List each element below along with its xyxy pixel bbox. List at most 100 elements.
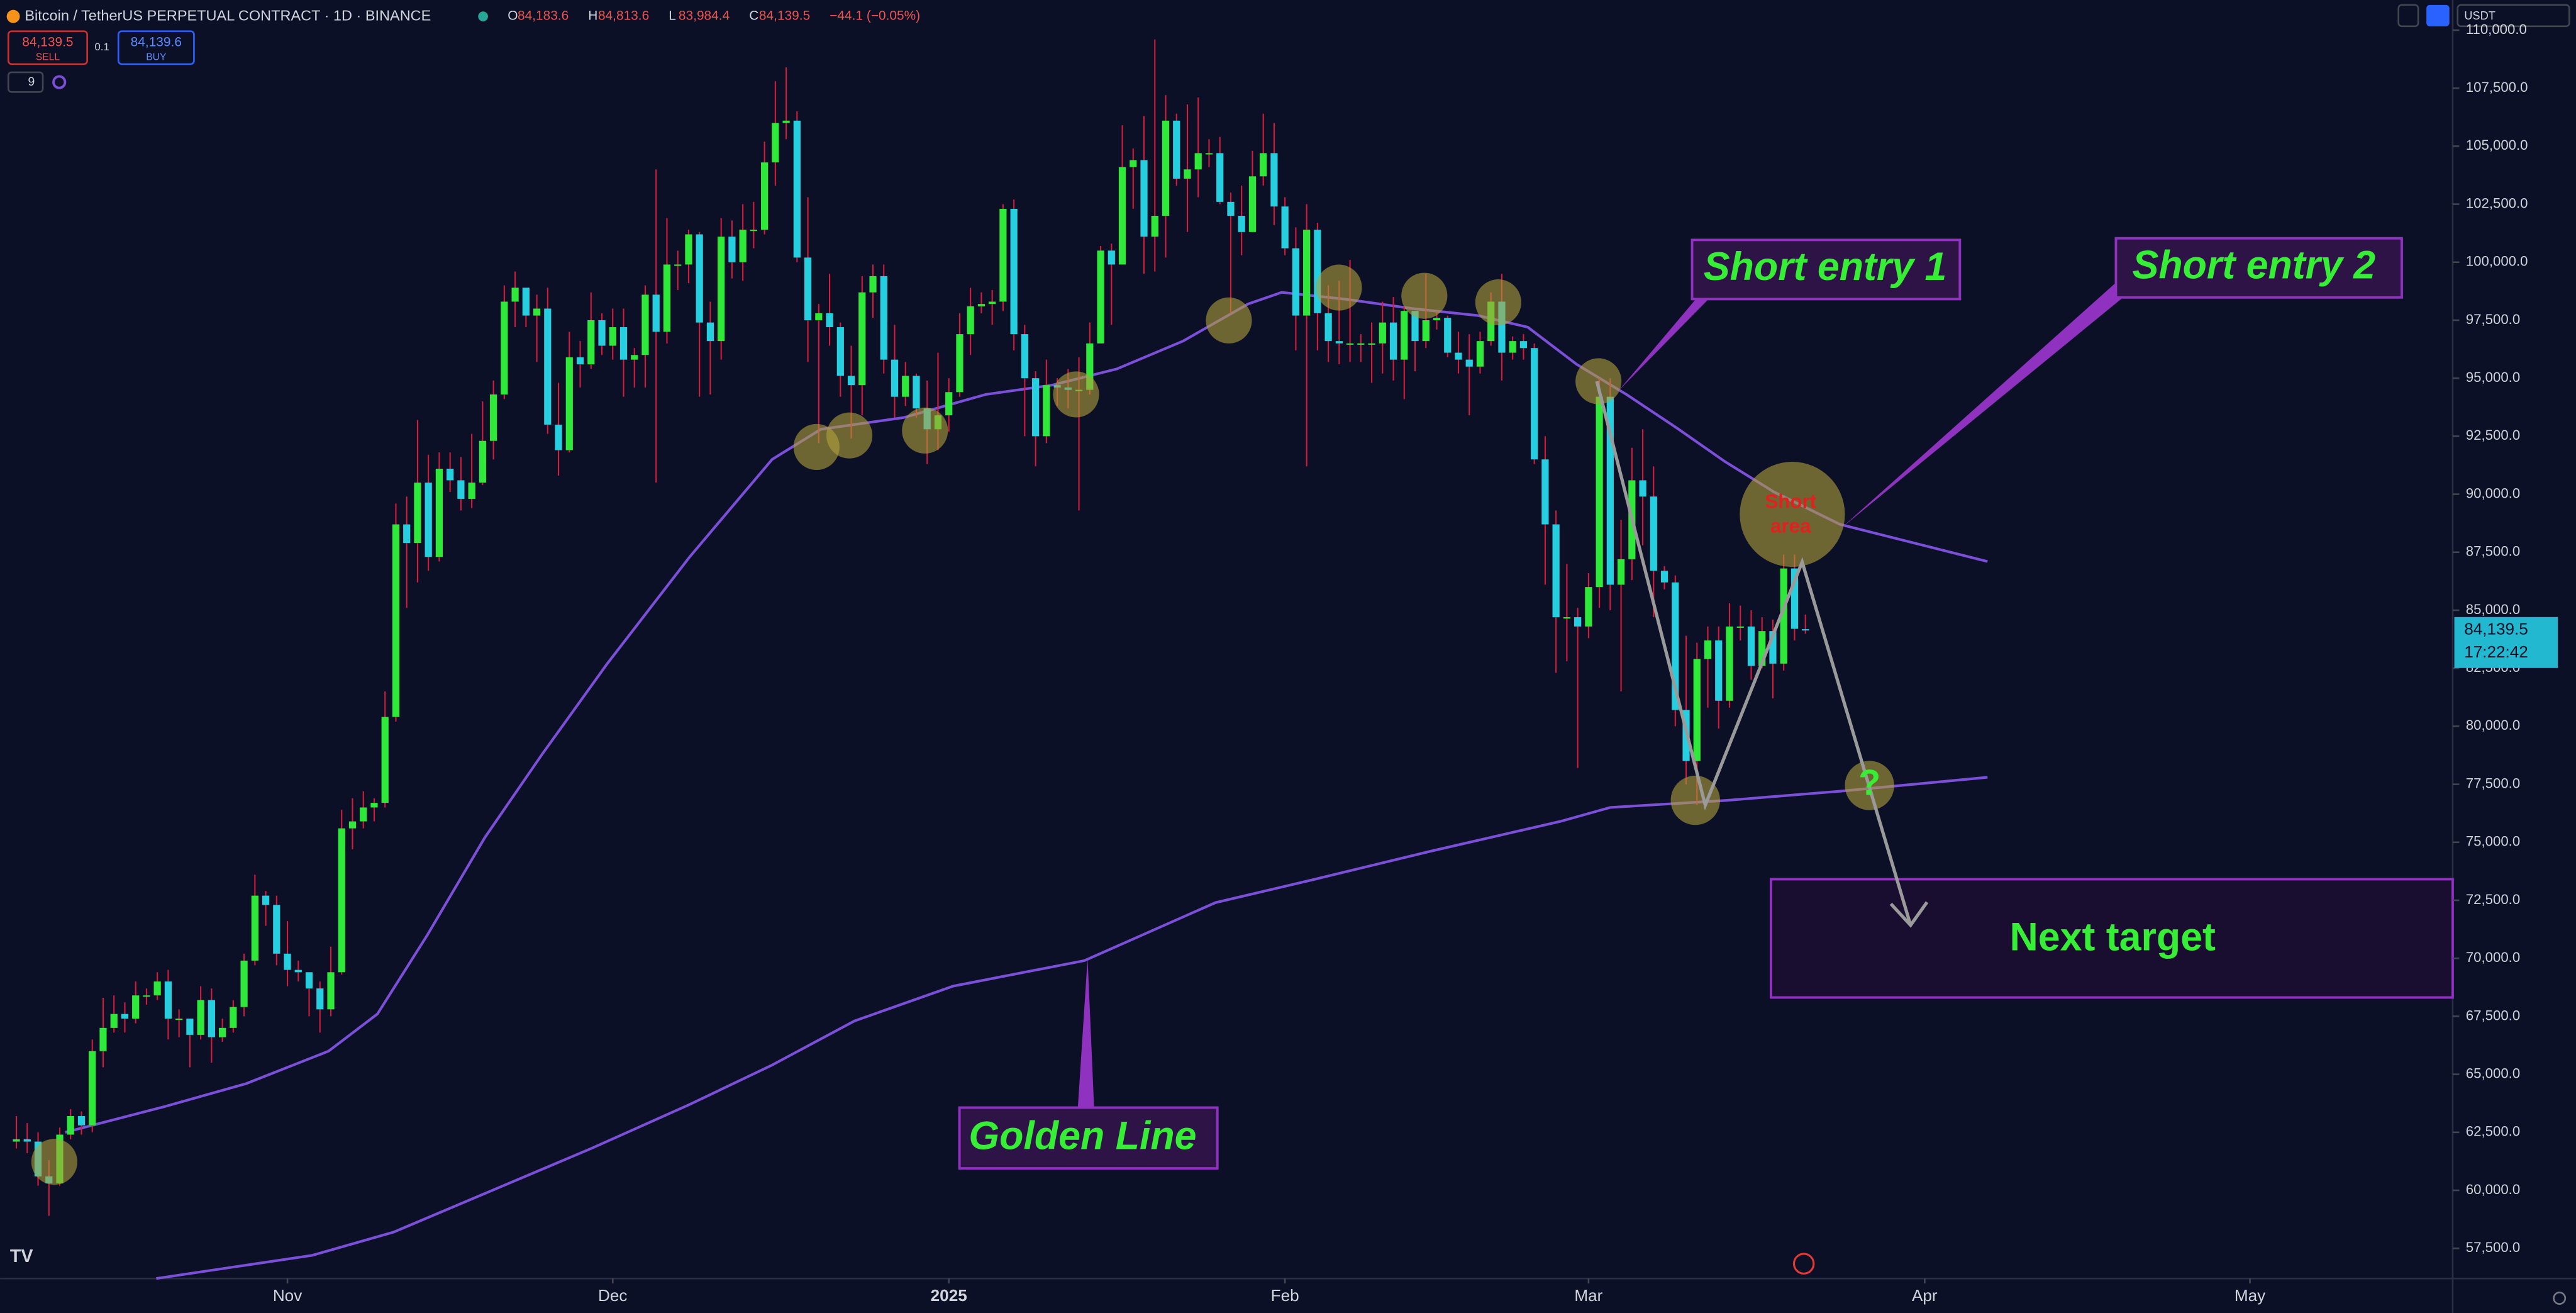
- candle-body: [392, 524, 400, 717]
- short-area-label: area: [1770, 515, 1811, 537]
- y-tick-label: 60,000.0: [2466, 1182, 2520, 1197]
- candle-body: [1032, 378, 1040, 437]
- candle-body: [1140, 160, 1148, 237]
- candle-body: [977, 304, 985, 306]
- x-tick-label: Apr: [1912, 1286, 1938, 1305]
- candle-body: [1747, 626, 1755, 666]
- download-button[interactable]: [2397, 4, 2419, 28]
- question-mark: ?: [1858, 763, 1880, 803]
- candle-body: [67, 1115, 74, 1135]
- buy-price: 84,139.6: [131, 35, 182, 49]
- candle-body: [1552, 524, 1560, 618]
- candle-body: [598, 320, 606, 346]
- candle-body: [1509, 341, 1516, 353]
- candle-body: [1368, 343, 1375, 345]
- candle-body: [132, 995, 140, 1019]
- candle-body: [1357, 343, 1365, 345]
- toggle-button[interactable]: [2426, 4, 2450, 26]
- candle-body: [240, 960, 248, 1007]
- candle-body: [555, 424, 562, 450]
- x-tick-label: May: [2235, 1286, 2265, 1305]
- candle-body: [1715, 640, 1723, 701]
- candle-body: [609, 327, 616, 346]
- candle-body: [631, 355, 638, 360]
- symbol: Bitcoin / TetherUS PERPETUAL CONTRACT · …: [25, 7, 431, 23]
- symbol-icon: [6, 9, 20, 23]
- candle-body: [360, 807, 367, 822]
- ohlc-value: 84,139.5: [759, 9, 810, 23]
- candle-body: [1422, 320, 1430, 342]
- candle-body: [1346, 343, 1354, 345]
- candle-body: [1476, 341, 1484, 367]
- candle-body: [1433, 318, 1441, 320]
- candle-body: [479, 440, 486, 483]
- buy-button[interactable]: [117, 30, 195, 65]
- marker: [902, 407, 948, 454]
- candle-body: [793, 120, 801, 258]
- candle-body: [197, 1000, 204, 1035]
- candle-body: [1596, 396, 1603, 588]
- sell-button[interactable]: [7, 30, 88, 65]
- candle-body: [1303, 230, 1311, 316]
- candle-body: [1335, 341, 1343, 344]
- candle-body: [826, 313, 833, 328]
- candle-body: [13, 1139, 20, 1142]
- marker: [31, 1139, 77, 1185]
- candle-body: [1639, 480, 1646, 497]
- candle-body: [1118, 167, 1126, 265]
- candle-body: [1173, 120, 1180, 179]
- candle-body: [1108, 250, 1115, 265]
- candle-body: [1162, 120, 1170, 216]
- candle-body: [718, 237, 725, 342]
- candle-body: [110, 1014, 118, 1028]
- indicator-count: 9: [28, 75, 35, 89]
- candle-body: [1010, 208, 1018, 335]
- x-tick-label: Dec: [598, 1286, 627, 1305]
- candle-body: [761, 162, 769, 230]
- currency-select[interactable]: [2457, 4, 2570, 28]
- candle-body: [836, 327, 844, 376]
- candle-body: [284, 953, 291, 970]
- candle-body: [1585, 587, 1592, 627]
- candle-body: [1465, 359, 1473, 367]
- candle-body: [1324, 313, 1332, 342]
- indicator-toggle[interactable]: [7, 71, 44, 93]
- candle-body: [143, 995, 150, 997]
- ohlc-key: H: [588, 9, 597, 23]
- y-tick-label: 100,000.0: [2466, 254, 2528, 269]
- candle-body: [23, 1139, 31, 1142]
- candle-body: [316, 988, 324, 1010]
- candle-body: [674, 264, 682, 266]
- candle-body: [1531, 348, 1538, 460]
- candle-body: [1292, 248, 1299, 316]
- currency: USDT: [2464, 9, 2496, 22]
- candle-body: [403, 524, 411, 544]
- x-tick-label: Mar: [1574, 1286, 1602, 1305]
- sell-price: 84,139.5: [22, 35, 73, 49]
- settings-icon[interactable]: [2553, 1292, 2567, 1305]
- x-tick-label: Feb: [1271, 1286, 1299, 1305]
- candle-body: [457, 480, 465, 499]
- marker: [1206, 297, 1252, 344]
- candle-body: [381, 717, 389, 803]
- candle-body: [815, 313, 823, 320]
- candle-body: [1281, 206, 1289, 249]
- candle-body: [1238, 215, 1245, 232]
- candle-body: [1455, 352, 1462, 360]
- candle-body: [1519, 341, 1528, 349]
- callout-box: [2114, 237, 2403, 299]
- last-price-box: [2454, 617, 2558, 668]
- candle-body: [1563, 617, 1570, 619]
- candle-body: [652, 294, 660, 332]
- candle-body: [685, 234, 692, 265]
- candle-body: [1672, 582, 1679, 710]
- marker: [1053, 371, 1099, 418]
- events-icon: [1792, 1253, 1815, 1275]
- candle-body: [967, 306, 974, 335]
- x-tick-label: Nov: [273, 1286, 302, 1305]
- target-label: Next target: [2010, 915, 2216, 959]
- candle-body: [706, 322, 714, 342]
- candle-body: [447, 468, 454, 481]
- y-tick-label: 57,500.0: [2466, 1239, 2520, 1255]
- y-tick-label: 110,000.0: [2466, 21, 2527, 37]
